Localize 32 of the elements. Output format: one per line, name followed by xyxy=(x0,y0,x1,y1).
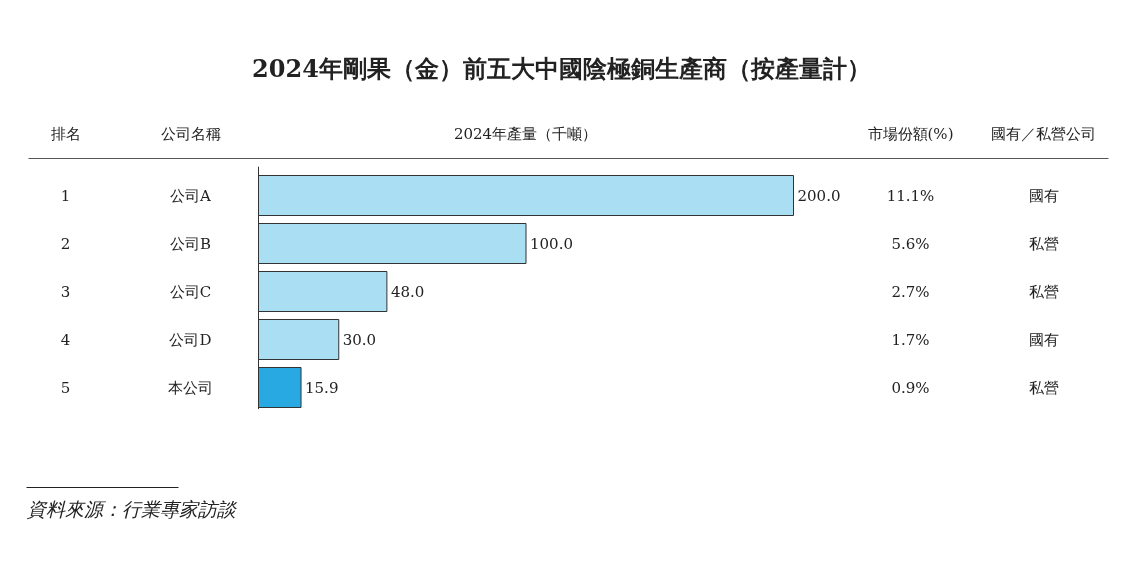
text: 2.7% xyxy=(891,282,930,301)
text: 5.6% xyxy=(891,234,930,253)
data-label: 200.0 xyxy=(797,187,841,205)
text: 國有 xyxy=(1028,330,1059,349)
text: 國有／私營公司 xyxy=(991,124,1096,143)
data-label: 48.0 xyxy=(390,283,425,301)
y-tick-label: 公司B xyxy=(169,234,212,253)
text: 國有 xyxy=(1028,186,1059,205)
text: 4 xyxy=(60,331,71,349)
y-tick-label: 公司D xyxy=(169,330,212,349)
source-note: 資料來源：行業專家訪談 xyxy=(26,497,237,520)
text: 1 xyxy=(60,187,71,205)
y-tick-label: 公司A xyxy=(170,186,212,205)
text: 私營 xyxy=(1028,234,1059,253)
y-tick-label: 公司C xyxy=(169,282,212,301)
chart-title: 2024年剛果（金）前五大中國陰極銅生產商（按產量計） xyxy=(252,54,871,83)
text: 3 xyxy=(60,283,71,301)
text: 1.7% xyxy=(891,330,930,349)
text: 11.1% xyxy=(886,186,935,205)
data-label: 100.0 xyxy=(530,235,573,253)
y-axis-title: 公司名稱 xyxy=(160,124,221,143)
text: 2 xyxy=(60,235,71,253)
text: 私營 xyxy=(1028,282,1059,301)
x-axis-title: 2024年產量（千噸） xyxy=(453,124,598,143)
data-label: 15.9 xyxy=(305,379,339,397)
text: 市場份額(%) xyxy=(867,124,954,143)
text: 5 xyxy=(60,379,71,397)
y-tick-label: 本公司 xyxy=(168,378,213,397)
text: 私營 xyxy=(1028,378,1059,397)
data-label: 30.0 xyxy=(342,331,377,349)
text: 0.9% xyxy=(891,378,930,397)
text: 排名 xyxy=(50,124,81,143)
